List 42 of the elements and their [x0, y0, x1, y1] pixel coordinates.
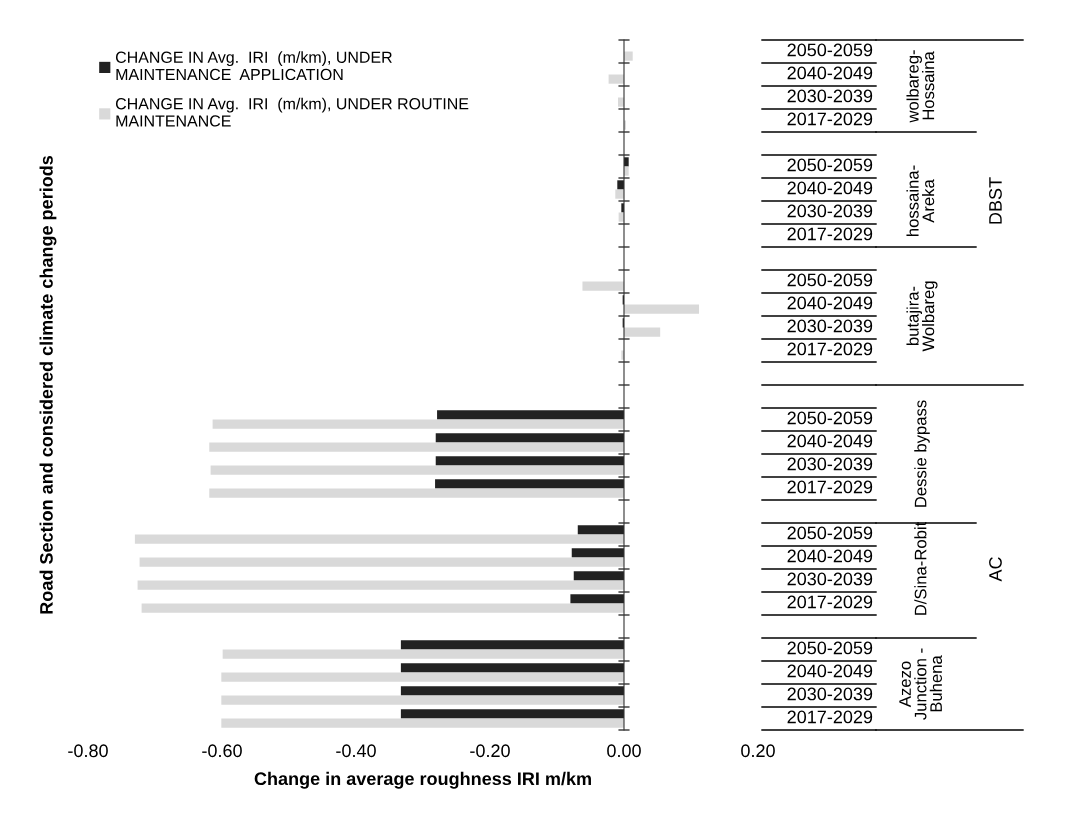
y-tick-label: 2040-2049: [787, 434, 873, 448]
y-tick-label: 2050-2059: [787, 43, 873, 57]
y-tick-label: 2017-2029: [787, 342, 873, 356]
x-tick-label: 0.20: [741, 744, 775, 758]
y-tick-label: 2030-2039: [787, 89, 873, 103]
x-tick-label: -0.80: [68, 744, 108, 758]
x-axis-title: Change in average roughness IRI m/km: [254, 771, 591, 789]
y-tick-label: 2050-2059: [787, 273, 873, 287]
y-tick-label: 2030-2039: [787, 204, 873, 218]
y-tick-label: 2030-2039: [787, 572, 873, 586]
text: D/Sina-Robit: [914, 521, 927, 615]
y-tick-label: 2017-2029: [787, 480, 873, 494]
y-tick-label: 2040-2049: [787, 664, 873, 678]
y-tick-label: 2030-2039: [787, 457, 873, 471]
x-tick-label: -0.40: [336, 744, 376, 758]
y-tick-label: 2017-2029: [787, 112, 873, 126]
y-tick-label: 2017-2029: [787, 227, 873, 241]
y-tick-label: 2050-2059: [787, 641, 873, 655]
y-tick-label: 2017-2029: [787, 595, 873, 609]
y-tick-label: 2050-2059: [787, 158, 873, 172]
y-tick-label: 2040-2049: [787, 181, 873, 195]
text: hossaina- Areka: [906, 165, 935, 236]
legend-label: CHANGE IN Avg. IRI (m/km), UNDER MAINTENANCE APPLICATION: [115, 51, 392, 81]
y-tick-label: 2050-2059: [787, 526, 873, 540]
text: butajira- Wolbareg: [906, 281, 938, 352]
y-tick-label: 2040-2049: [787, 549, 873, 563]
x-tick-label: 0.00: [607, 744, 641, 758]
text: DBST: [989, 177, 1002, 224]
x-tick-label: -0.20: [470, 744, 510, 758]
y-tick-label: 2030-2039: [787, 319, 873, 333]
text: Dessie bypass: [914, 400, 930, 507]
y-tick-label: 2017-2029: [787, 710, 873, 724]
y-tick-label: 2030-2039: [787, 687, 873, 701]
text: wolbareg- Hossaina: [906, 50, 935, 123]
x-tick-label: -0.60: [202, 744, 242, 758]
legend-label: CHANGE IN Avg. IRI (m/km), UNDER ROUTINE MAINTENANCE: [115, 97, 469, 127]
y-tick-label: 2040-2049: [787, 296, 873, 310]
y-tick-label: 2040-2049: [787, 66, 873, 80]
text: Azezo Junction - Buhena: [899, 648, 943, 720]
text: AC: [989, 557, 1002, 582]
y-tick-label: 2050-2059: [787, 411, 873, 425]
y-axis-title: Road Section and considered climate change periods: [39, 155, 57, 614]
